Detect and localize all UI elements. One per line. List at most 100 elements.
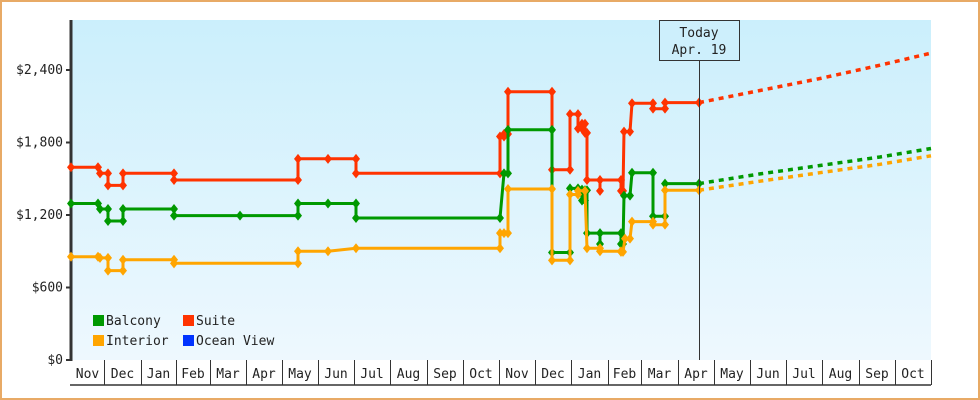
x-axis: Nov Dec Jan Feb Mar Apr May Jun Jul Aug Sep Oct Nov D… (70, 360, 932, 386)
forecast-line (698, 146, 932, 186)
data-point[interactable] (548, 255, 556, 266)
data-point[interactable] (352, 153, 360, 164)
data-point[interactable] (581, 185, 589, 196)
data-point[interactable] (649, 219, 657, 230)
data-point[interactable] (621, 233, 629, 244)
data-point[interactable] (596, 174, 604, 185)
data-point[interactable] (496, 243, 504, 254)
legend-label: Interior (106, 334, 169, 349)
data-point[interactable] (104, 168, 112, 179)
data-point[interactable] (294, 198, 302, 209)
data-point[interactable] (67, 162, 75, 173)
data-point[interactable] (628, 216, 636, 227)
data-point[interactable] (352, 168, 360, 179)
data-point[interactable] (67, 251, 75, 262)
data-point[interactable] (649, 98, 657, 109)
data-point[interactable] (119, 168, 127, 179)
data-point[interactable] (566, 183, 574, 194)
data-point[interactable] (294, 210, 302, 221)
data-point[interactable] (294, 153, 302, 164)
data-point[interactable] (119, 203, 127, 214)
data-point[interactable] (324, 246, 332, 257)
data-point[interactable] (574, 109, 582, 120)
data-point[interactable] (104, 216, 112, 227)
data-point[interactable] (661, 219, 669, 230)
data-point[interactable] (566, 164, 574, 175)
data-point[interactable] (596, 185, 604, 196)
data-point[interactable] (96, 252, 104, 263)
data-point[interactable] (96, 203, 104, 214)
data-point[interactable] (104, 203, 112, 214)
data-point[interactable] (170, 203, 178, 214)
data-point[interactable] (324, 198, 332, 209)
data-point[interactable] (566, 109, 574, 120)
data-point[interactable] (661, 185, 669, 196)
data-point[interactable] (626, 126, 634, 137)
legend-item-suite[interactable]: Suite (183, 314, 235, 329)
data-point[interactable] (626, 190, 634, 201)
data-point[interactable] (294, 246, 302, 257)
data-point[interactable] (170, 258, 178, 269)
data-point[interactable] (619, 246, 627, 257)
data-point[interactable] (104, 265, 112, 276)
x-tick-label: Nov (76, 367, 100, 382)
data-point[interactable] (119, 254, 127, 265)
data-point[interactable] (104, 252, 112, 263)
data-point[interactable] (294, 258, 302, 269)
data-point[interactable] (119, 265, 127, 276)
data-point[interactable] (661, 178, 669, 189)
data-point[interactable] (96, 168, 104, 179)
data-point[interactable] (170, 174, 178, 185)
x-tick-label: Aug (397, 367, 420, 382)
x-tick-label: May (288, 367, 312, 382)
legend-item-balcony[interactable]: Balcony (93, 314, 161, 329)
data-point[interactable] (504, 184, 512, 195)
data-point[interactable] (170, 168, 178, 179)
data-point[interactable] (583, 243, 591, 254)
data-point[interactable] (581, 118, 589, 129)
data-point[interactable] (566, 189, 574, 200)
data-point[interactable] (583, 174, 591, 185)
data-point[interactable] (628, 167, 636, 178)
legend-item-interior[interactable]: Interior (93, 334, 169, 349)
data-point[interactable] (620, 190, 628, 201)
data-point[interactable] (67, 198, 75, 209)
data-point[interactable] (548, 124, 556, 135)
data-point[interactable] (649, 211, 657, 222)
x-tick-label: Jun (756, 367, 779, 382)
data-point[interactable] (620, 126, 628, 137)
legend-label: Suite (196, 314, 235, 329)
data-point[interactable] (574, 185, 582, 196)
data-point[interactable] (548, 86, 556, 97)
data-point[interactable] (104, 180, 112, 191)
legend-item-ocean-view[interactable]: Ocean View (183, 334, 274, 349)
data-point[interactable] (617, 174, 625, 185)
data-point[interactable] (661, 103, 669, 114)
data-point[interactable] (626, 233, 634, 244)
data-point[interactable] (324, 153, 332, 164)
data-point[interactable] (294, 174, 302, 185)
data-point[interactable] (119, 216, 127, 227)
data-point[interactable] (504, 86, 512, 97)
data-point[interactable] (170, 210, 178, 221)
data-point[interactable] (596, 228, 604, 239)
data-point[interactable] (628, 98, 636, 109)
data-point[interactable] (352, 243, 360, 254)
data-point[interactable] (504, 124, 512, 135)
data-point[interactable] (566, 255, 574, 266)
data-point[interactable] (504, 168, 512, 179)
data-point[interactable] (236, 210, 244, 221)
data-point[interactable] (352, 213, 360, 224)
data-point[interactable] (548, 184, 556, 195)
data-point[interactable] (583, 127, 591, 138)
data-point[interactable] (352, 198, 360, 209)
data-point[interactable] (649, 103, 657, 114)
data-point[interactable] (617, 228, 625, 239)
data-point[interactable] (661, 97, 669, 108)
data-point[interactable] (504, 228, 512, 239)
data-point[interactable] (596, 246, 604, 257)
data-point[interactable] (649, 167, 657, 178)
data-point[interactable] (496, 213, 504, 224)
data-point[interactable] (119, 180, 127, 191)
